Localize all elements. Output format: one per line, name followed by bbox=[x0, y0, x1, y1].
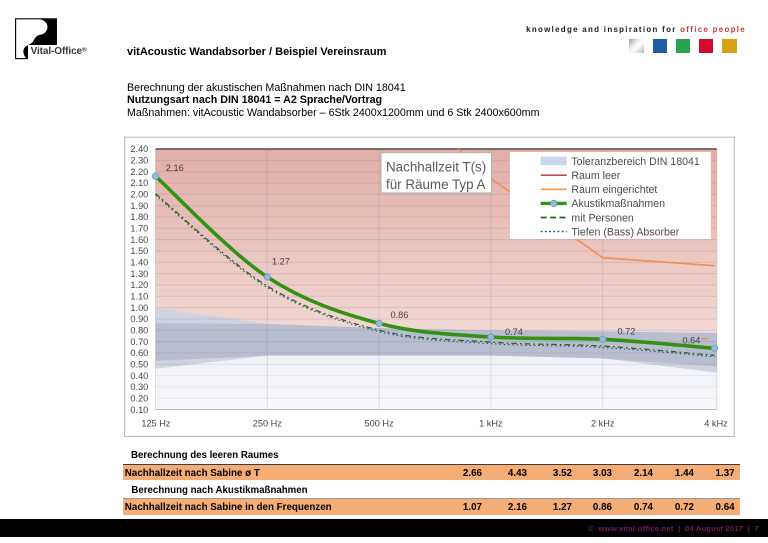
svg-text:1.27: 1.27 bbox=[272, 257, 290, 267]
svg-text:mit Personen: mit Personen bbox=[571, 212, 634, 224]
svg-text:0.80: 0.80 bbox=[130, 326, 148, 336]
svg-text:für Räume Typ A: für Räume Typ A bbox=[386, 177, 486, 192]
svg-text:1.90: 1.90 bbox=[130, 201, 148, 211]
svg-text:1.70: 1.70 bbox=[130, 224, 148, 234]
svg-text:0.50: 0.50 bbox=[130, 360, 148, 370]
svg-text:4 kHz: 4 kHz bbox=[704, 419, 728, 429]
svg-text:Raum eingerichtet: Raum eingerichtet bbox=[571, 184, 657, 196]
svg-text:Toleranzbereich DIN 18041: Toleranzbereich DIN 18041 bbox=[571, 156, 699, 168]
svg-text:500 Hz: 500 Hz bbox=[365, 419, 395, 429]
svg-text:0.20: 0.20 bbox=[130, 394, 148, 404]
svg-text:Akustikmaßnahmen: Akustikmaßnahmen bbox=[571, 198, 665, 210]
svg-text:2.20: 2.20 bbox=[130, 167, 148, 177]
svg-text:Raum leer: Raum leer bbox=[571, 170, 620, 182]
svg-text:1.60: 1.60 bbox=[130, 235, 148, 245]
svg-text:1 kHz: 1 kHz bbox=[479, 419, 503, 429]
svg-text:0.40: 0.40 bbox=[130, 371, 148, 381]
svg-text:0.72: 0.72 bbox=[618, 326, 636, 336]
svg-text:2.30: 2.30 bbox=[130, 156, 148, 166]
svg-text:0.60: 0.60 bbox=[130, 348, 148, 358]
svg-text:1.80: 1.80 bbox=[130, 212, 148, 222]
svg-text:0.30: 0.30 bbox=[130, 382, 148, 392]
svg-text:2.10: 2.10 bbox=[130, 178, 148, 188]
svg-text:0.70: 0.70 bbox=[130, 337, 148, 347]
svg-text:125 Hz: 125 Hz bbox=[141, 419, 171, 429]
svg-text:0.74: 0.74 bbox=[505, 327, 523, 337]
svg-text:Nachhallzeit T(s): Nachhallzeit T(s) bbox=[386, 159, 486, 174]
svg-text:Tiefen (Bass) Absorber: Tiefen (Bass) Absorber bbox=[571, 226, 679, 238]
svg-text:2.40: 2.40 bbox=[130, 144, 148, 154]
svg-text:0.10: 0.10 bbox=[130, 405, 148, 415]
svg-text:1.10: 1.10 bbox=[130, 292, 148, 302]
svg-text:1.30: 1.30 bbox=[130, 269, 148, 279]
svg-text:2.00: 2.00 bbox=[130, 190, 148, 200]
svg-text:250 Hz: 250 Hz bbox=[253, 419, 283, 429]
svg-text:2 kHz: 2 kHz bbox=[591, 419, 615, 429]
svg-text:1.20: 1.20 bbox=[130, 280, 148, 290]
svg-text:0.90: 0.90 bbox=[130, 314, 148, 324]
svg-text:1.40: 1.40 bbox=[130, 258, 148, 268]
svg-text:0.64: 0.64 bbox=[683, 336, 701, 346]
svg-text:1.50: 1.50 bbox=[130, 246, 148, 256]
svg-text:2.16: 2.16 bbox=[166, 163, 184, 173]
svg-text:1.00: 1.00 bbox=[130, 303, 148, 313]
svg-text:0.86: 0.86 bbox=[391, 310, 409, 320]
